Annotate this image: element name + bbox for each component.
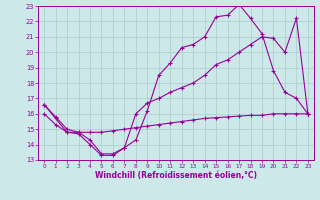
X-axis label: Windchill (Refroidissement éolien,°C): Windchill (Refroidissement éolien,°C)	[95, 171, 257, 180]
